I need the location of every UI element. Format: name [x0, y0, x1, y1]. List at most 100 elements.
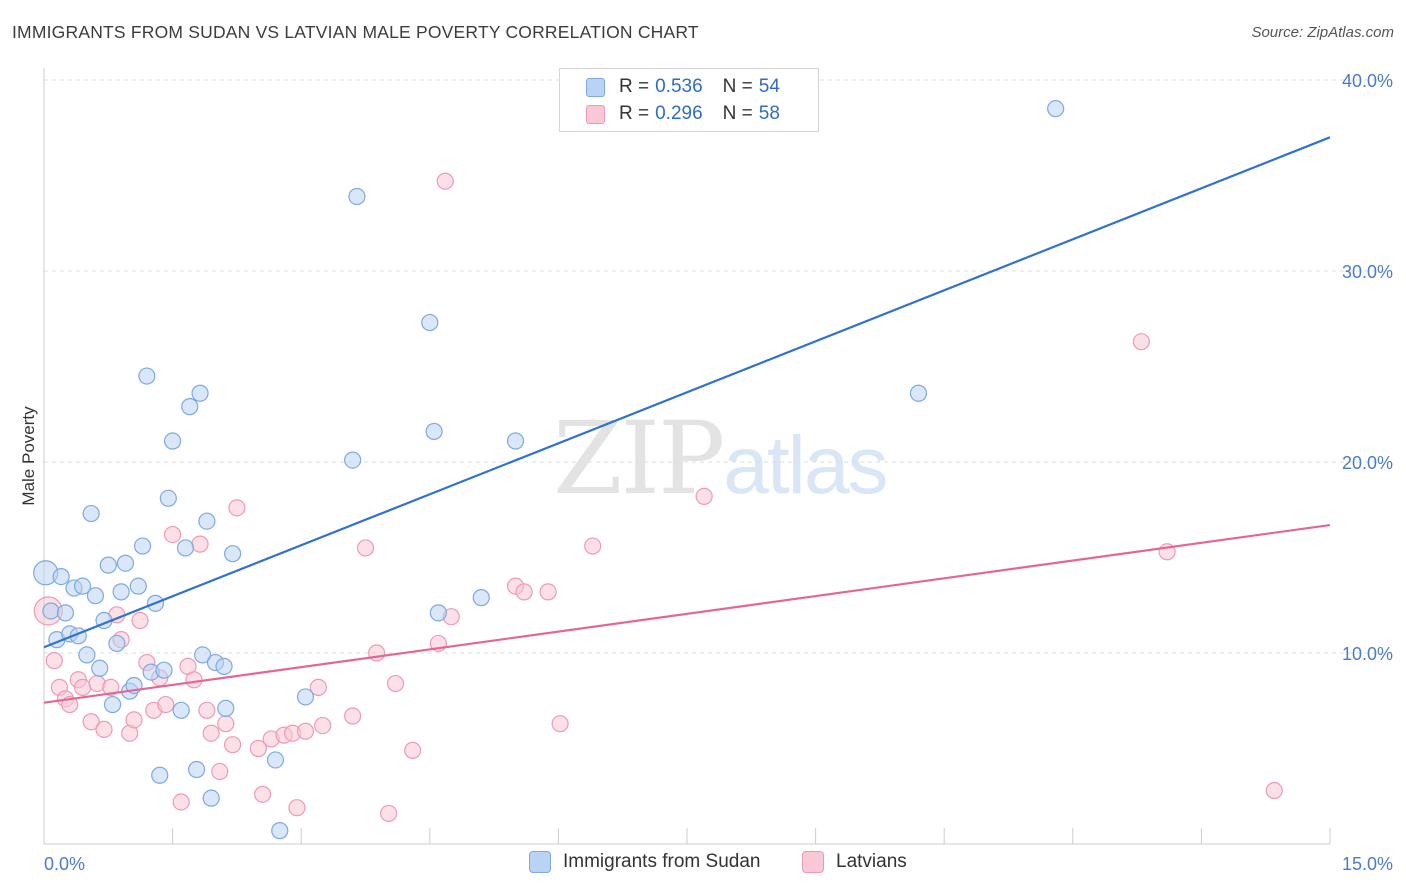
sudan-point — [191, 384, 209, 402]
correlation-legend: R = 0.536 N = 54 R = 0.296 N = 58 — [559, 68, 819, 132]
series-name-latvians: Latvians — [836, 851, 907, 872]
sudan-point — [164, 432, 182, 450]
legend-n-label: N = — [722, 76, 753, 97]
sudan-point — [52, 567, 70, 586]
trend-lines — [43, 136, 1331, 704]
sudan-point — [217, 699, 235, 717]
sudan-point — [176, 539, 195, 557]
legend-n-value: 54 — [758, 76, 780, 97]
sudan-point — [86, 587, 105, 605]
series-legend-sudan[interactable]: Immigrants from Sudan — [529, 851, 760, 873]
y-axis-label: Male Poverty — [19, 406, 38, 506]
latvians-point — [102, 678, 120, 696]
legend-r-value: 0.296 — [655, 103, 703, 124]
latvians-point — [249, 739, 267, 758]
latvians-point — [288, 799, 306, 817]
sudan-point — [108, 634, 126, 653]
sudan-point — [133, 537, 152, 555]
sudan-point — [138, 367, 156, 385]
latvians-point — [1132, 333, 1150, 351]
latvians-point — [584, 537, 602, 555]
sudan-point — [159, 489, 177, 507]
sudan-point — [421, 313, 439, 332]
sudan-point — [181, 398, 199, 416]
x-tick-label: 0.0% — [44, 854, 85, 874]
sudan-point — [266, 751, 285, 769]
series-legend-latvians[interactable]: Latvians — [802, 851, 907, 873]
latvians-point — [254, 785, 272, 803]
latvians-point — [172, 793, 190, 811]
legend-swatch-latvians — [586, 104, 605, 124]
latvians-point — [73, 678, 92, 696]
legend-r-value: 0.536 — [655, 76, 703, 97]
sudan-point — [172, 701, 190, 719]
chart-title: IMMIGRANTS FROM SUDAN VS LATVIAN MALE PO… — [12, 22, 699, 42]
latvians-point — [95, 720, 113, 739]
axes — [43, 68, 1331, 845]
sudan-point — [188, 760, 206, 779]
tick-labels: 10.0% 20.0% 30.0% 40.0% 0.0% 15.0% — [44, 71, 1393, 874]
y-tick-label: 20.0% — [1342, 453, 1393, 473]
sudan-trend-line — [43, 136, 1331, 649]
legend-row-latvians: R = 0.296 N = 58 — [586, 102, 780, 126]
series-name-sudan: Immigrants from Sudan — [563, 851, 761, 872]
legend-row-sudan: R = 0.536 N = 54 — [586, 75, 780, 99]
latvians-point — [131, 611, 149, 630]
sudan-point — [112, 583, 130, 601]
latvians-point — [211, 762, 229, 781]
sudan-point — [909, 384, 928, 402]
latvians-point — [296, 722, 315, 740]
latvians-point — [314, 716, 332, 735]
latvians-point — [45, 652, 63, 670]
latvians-points — [33, 172, 1283, 823]
latvians-point — [185, 671, 203, 689]
sudan-point — [344, 451, 362, 469]
latvians-point — [202, 724, 220, 742]
legend-n-label: N = — [722, 103, 753, 124]
latvians-point — [1265, 781, 1283, 800]
legend-swatch-sudan — [586, 77, 605, 97]
y-tick-label: 10.0% — [1342, 644, 1393, 664]
legend-r-label: R = — [619, 76, 650, 97]
latvians-point — [515, 583, 533, 601]
sudan-point — [56, 604, 75, 622]
latvians-point — [191, 535, 209, 553]
sudan-point — [155, 661, 173, 679]
latvians-point — [309, 678, 327, 696]
sudan-point — [103, 695, 122, 714]
latvians-point — [404, 741, 422, 760]
series-swatch-latvians — [802, 851, 824, 873]
sudan-point — [202, 789, 220, 807]
latvians-point — [228, 499, 246, 517]
latvians-point — [82, 713, 100, 731]
sudan-point — [429, 604, 447, 622]
sudan-point — [198, 512, 216, 530]
latvians-point — [551, 715, 569, 733]
legend-n-value: 58 — [758, 103, 780, 124]
latvians-point — [198, 701, 216, 719]
sudan-point — [271, 822, 289, 840]
latvians-point — [224, 736, 242, 754]
sudan-point — [348, 187, 366, 206]
sudan-point — [82, 504, 100, 523]
sudan-point — [116, 554, 135, 572]
latvians-point — [368, 644, 386, 662]
latvians-point — [164, 525, 182, 544]
sudan-point — [42, 602, 60, 620]
sudan-point — [194, 646, 212, 664]
latvians-point — [539, 583, 557, 601]
latvians-point — [380, 804, 398, 823]
watermark-atlas: atlas — [723, 420, 888, 511]
x-tick-label: 15.0% — [1342, 854, 1393, 874]
sudan-point — [506, 432, 525, 450]
chart-source: Source: ZipAtlas.com — [1251, 24, 1394, 41]
sudan-point — [129, 577, 147, 595]
series-swatch-sudan — [529, 851, 551, 873]
sudan-point — [99, 556, 117, 574]
sudan-point — [151, 766, 169, 784]
sudan-point — [224, 545, 242, 563]
latvians-point — [695, 487, 713, 505]
sudan-point — [472, 589, 490, 607]
latvians-point — [217, 715, 235, 733]
y-tick-label: 30.0% — [1342, 262, 1393, 282]
